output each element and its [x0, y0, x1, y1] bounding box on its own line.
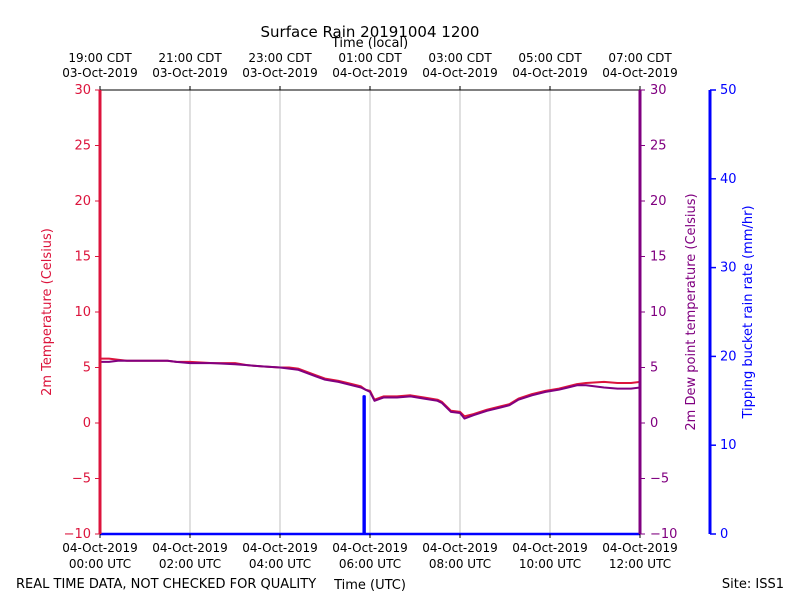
x-tick-label-time: 02:00 UTC	[159, 557, 221, 571]
rain-rate-tick-label: 50	[720, 83, 737, 98]
x-tick-label-date: 04-Oct-2019	[152, 541, 228, 555]
top-axis-label: Time (local)	[331, 36, 408, 51]
top-tick-label-date: 03-Oct-2019	[242, 66, 318, 80]
x-tick-label-time: 06:00 UTC	[339, 557, 401, 571]
top-tick-label-date: 03-Oct-2019	[62, 66, 138, 80]
top-tick-label-time: 21:00 CDT	[158, 51, 222, 65]
x-tick-label-date: 04-Oct-2019	[242, 541, 318, 555]
dewpoint-line	[100, 359, 641, 420]
dewpoint-tick-label: 15	[650, 250, 667, 265]
temperature-tick-label: 25	[74, 139, 91, 154]
temperature-tick-label: 0	[83, 416, 91, 431]
x-tick-label-date: 04-Oct-2019	[332, 541, 408, 555]
x-tick-label-date: 04-Oct-2019	[512, 541, 588, 555]
rain-rate-tick-label: 0	[720, 527, 728, 542]
rain-rate-tick-label: 30	[720, 261, 737, 276]
temperature-tick-label: 15	[74, 250, 91, 265]
top-tick-label-date: 04-Oct-2019	[422, 66, 498, 80]
x-axis-label: Time (UTC)	[333, 578, 406, 593]
y-axis-label-rain-rate: Tipping bucket rain rate (mm/hr)	[741, 205, 756, 419]
x-tick-label-date: 04-Oct-2019	[422, 541, 498, 555]
dewpoint-tick-label: 5	[650, 361, 658, 376]
grid-lines	[189, 90, 551, 534]
y-axis-label-temperature: 2m Temperature (Celsius)	[40, 228, 55, 396]
top-tick-label-time: 03:00 CDT	[428, 51, 492, 65]
x-tick-label-time: 08:00 UTC	[429, 557, 491, 571]
temperature-tick-label: 20	[74, 194, 91, 209]
x-tick-label-time: 10:00 UTC	[519, 557, 581, 571]
dewpoint-tick-label: 30	[650, 83, 667, 98]
top-tick-label-time: 01:00 CDT	[338, 51, 402, 65]
dewpoint-tick-label: 25	[650, 139, 667, 154]
temperature-tick-label: 5	[83, 361, 91, 376]
rain-rate-line	[100, 395, 640, 536]
x-tick-label-time: 12:00 UTC	[609, 557, 671, 571]
y-axis-label-dewpoint: 2m Dew point temperature (Celsius)	[684, 193, 699, 430]
series-group	[100, 357, 641, 536]
axes-group	[98, 90, 712, 534]
top-tick-label-time: 05:00 CDT	[518, 51, 582, 65]
top-tick-label-time: 07:00 CDT	[608, 51, 672, 65]
x-tick-label-date: 04-Oct-2019	[602, 541, 678, 555]
rain-rate-tick-label: 40	[720, 172, 737, 187]
top-tick-label-date: 04-Oct-2019	[602, 66, 678, 80]
dewpoint-tick-label: −10	[650, 527, 677, 542]
top-tick-label-date: 04-Oct-2019	[512, 66, 588, 80]
top-tick-label-date: 04-Oct-2019	[332, 66, 408, 80]
rain-rate-tick-label: 20	[720, 349, 737, 364]
dewpoint-tick-label: 20	[650, 194, 667, 209]
x-tick-label-time: 04:00 UTC	[249, 557, 311, 571]
quality-disclaimer: REAL TIME DATA, NOT CHECKED FOR QUALITY	[16, 577, 316, 592]
x-tick-label-time: 00:00 UTC	[69, 557, 131, 571]
top-tick-label-time: 23:00 CDT	[248, 51, 312, 65]
top-tick-label-date: 03-Oct-2019	[152, 66, 228, 80]
dewpoint-tick-label: 10	[650, 305, 667, 320]
temperature-tick-label: 10	[74, 305, 91, 320]
dewpoint-tick-label: −5	[650, 472, 669, 487]
dewpoint-tick-label: 0	[650, 416, 658, 431]
rain-rate-tick-label: 10	[720, 438, 737, 453]
site-label: Site: ISS1	[722, 577, 784, 592]
top-tick-label-time: 19:00 CDT	[68, 51, 132, 65]
temperature-tick-label: −10	[64, 527, 91, 542]
temperature-tick-label: −5	[72, 472, 91, 487]
x-tick-label-date: 04-Oct-2019	[62, 541, 138, 555]
chart-title: Surface Rain 20191004 1200	[261, 23, 480, 41]
temperature-tick-label: 30	[74, 83, 91, 98]
